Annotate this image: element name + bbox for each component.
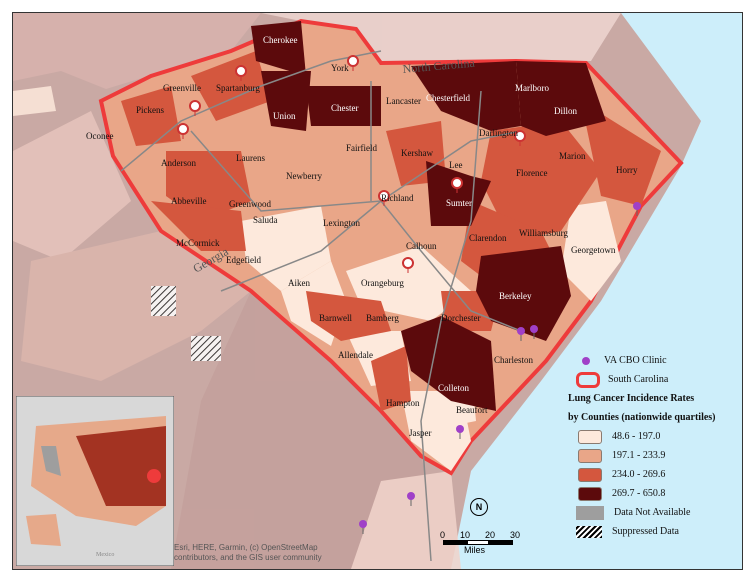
county-label-lexington: Lexington bbox=[323, 218, 360, 228]
county-label-fairfield: Fairfield bbox=[346, 143, 377, 153]
legend: VA CBO Clinic South Carolina Lung Cancer… bbox=[568, 351, 738, 541]
county-label-berkeley: Berkeley bbox=[499, 291, 532, 301]
county-cherokee bbox=[251, 21, 306, 76]
county-fills bbox=[121, 21, 661, 471]
county-label-colleton: Colleton bbox=[438, 383, 469, 393]
county-label-chester: Chester bbox=[331, 103, 359, 113]
county-label-bamberg: Bamberg bbox=[366, 313, 399, 323]
county-label-sumter: Sumter bbox=[446, 198, 472, 208]
scale-bar: N 0 10 20 30 Miles bbox=[440, 498, 520, 555]
county-label-york: York bbox=[331, 63, 349, 73]
county-label-barnwell: Barnwell bbox=[319, 313, 352, 323]
class-swatch bbox=[578, 467, 602, 482]
attribution: Esri, HERE, Garmin, (c) OpenStreetMap co… bbox=[174, 543, 322, 562]
class-swatch bbox=[578, 429, 602, 444]
class-swatch bbox=[578, 448, 602, 463]
county-label-allendale: Allendale bbox=[338, 350, 373, 360]
county-label-greenwood: Greenwood bbox=[229, 199, 271, 209]
inset-mexico-label: Mexico bbox=[96, 552, 114, 558]
legend-class: 48.6 - 197.0 bbox=[568, 427, 738, 446]
legend-class: 269.7 - 650.8 bbox=[568, 484, 738, 503]
county-label-saluda: Saluda bbox=[253, 215, 278, 225]
county-label-newberry: Newberry bbox=[286, 171, 322, 181]
county-colleton bbox=[401, 316, 496, 411]
county-label-darlington: Darlington bbox=[479, 128, 518, 138]
va-clinic-pins bbox=[177, 55, 641, 534]
suppressed-swatch bbox=[576, 525, 602, 538]
county-label-union: Union bbox=[273, 111, 296, 121]
class-swatch bbox=[578, 486, 602, 501]
county-chesterfield bbox=[411, 61, 521, 131]
county-label-marlboro: Marlboro bbox=[515, 83, 549, 93]
county-label-richland: Richland bbox=[381, 193, 414, 203]
north-carolina-label: North Carolina bbox=[402, 56, 476, 76]
county-label-aiken: Aiken bbox=[288, 278, 310, 288]
county-label-greenville: Greenville bbox=[163, 83, 201, 93]
county-label-laurens: Laurens bbox=[236, 153, 265, 163]
county-marlboro-dillon bbox=[516, 61, 606, 136]
north-arrow-icon: N bbox=[470, 498, 488, 516]
ocean bbox=[451, 13, 742, 569]
county-label-hampton: Hampton bbox=[386, 398, 420, 408]
county-label-dillon: Dillon bbox=[554, 106, 578, 116]
county-label-georgetown: Georgetown bbox=[571, 245, 616, 255]
county-label-pickens: Pickens bbox=[136, 105, 164, 115]
county-label-lancaster: Lancaster bbox=[386, 96, 421, 106]
map-frame: North Carolina Georgia Cherokee York Lanca… bbox=[12, 12, 743, 570]
county-label-kershaw: Kershaw bbox=[401, 148, 433, 158]
county-label-williamsburg: Williamsburg bbox=[519, 228, 568, 238]
county-label-orangeburg: Orangeburg bbox=[361, 278, 404, 288]
county-chester bbox=[306, 86, 381, 126]
county-label-chesterfield: Chesterfield bbox=[426, 93, 470, 103]
sc-outline-icon bbox=[576, 371, 600, 388]
us-inset-map: Mexico bbox=[15, 395, 175, 567]
county-union bbox=[261, 71, 311, 131]
county-label-edgefield: Edgefield bbox=[226, 255, 261, 265]
county-label-spartanburg: Spartanburg bbox=[216, 83, 260, 93]
county-label-horry: Horry bbox=[616, 165, 638, 175]
county-label-florence: Florence bbox=[516, 168, 548, 178]
sc-map: North Carolina Georgia CherokeeYorkLanca… bbox=[13, 13, 742, 569]
county-label-abbeville: Abbeville bbox=[171, 196, 207, 206]
neighbor-counties bbox=[13, 13, 621, 569]
va-clinic-icon bbox=[582, 356, 590, 365]
county-label-beaufort: Beaufort bbox=[456, 405, 488, 415]
county-labels: Cherokee York Lancaster Chesterfield Marlbor… bbox=[86, 35, 638, 438]
legend-class: 197.1 - 233.9 bbox=[568, 446, 738, 465]
county-label-calhoun: Calhoun bbox=[406, 241, 437, 251]
county-label-mccormick: McCormick bbox=[176, 238, 220, 248]
county-label-cherokee: Cherokee bbox=[263, 35, 297, 45]
county-label-anderson: Anderson bbox=[161, 158, 196, 168]
county-label-clarendon: Clarendon bbox=[469, 233, 507, 243]
county-label-marion: Marion bbox=[559, 151, 586, 161]
county-label-dorchester: Dorchester bbox=[441, 313, 480, 323]
county-label-charleston: Charleston bbox=[494, 355, 533, 365]
county-berkeley bbox=[476, 246, 571, 341]
county-label-oconee: Oconee bbox=[86, 131, 113, 141]
county-label-lee: Lee bbox=[449, 160, 463, 170]
na-swatch bbox=[576, 505, 604, 520]
legend-class: 234.0 - 269.6 bbox=[568, 465, 738, 484]
county-label-jasper: Jasper bbox=[409, 428, 432, 438]
